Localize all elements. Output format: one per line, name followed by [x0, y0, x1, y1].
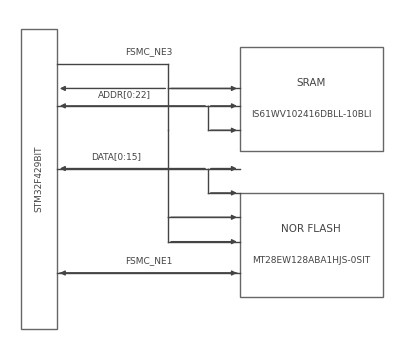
Text: FSMC_NE1: FSMC_NE1	[125, 256, 172, 265]
Bar	[21, 29, 57, 329]
Text: NOR FLASH: NOR FLASH	[281, 225, 341, 234]
Text: DATA[0:15]: DATA[0:15]	[92, 153, 142, 161]
Text: MT28EW128ABA1HJS-0SIT: MT28EW128ABA1HJS-0SIT	[252, 256, 370, 265]
Bar	[240, 193, 383, 297]
Text: SRAM: SRAM	[296, 78, 326, 88]
Text: ADDR[0:22]: ADDR[0:22]	[98, 90, 151, 99]
Bar	[240, 47, 383, 151]
Text: IS61WV102416DBLL-10BLI: IS61WV102416DBLL-10BLI	[251, 110, 372, 119]
Text: STM32F429BIT: STM32F429BIT	[35, 146, 44, 212]
Text: FSMC_NE3: FSMC_NE3	[125, 47, 172, 57]
